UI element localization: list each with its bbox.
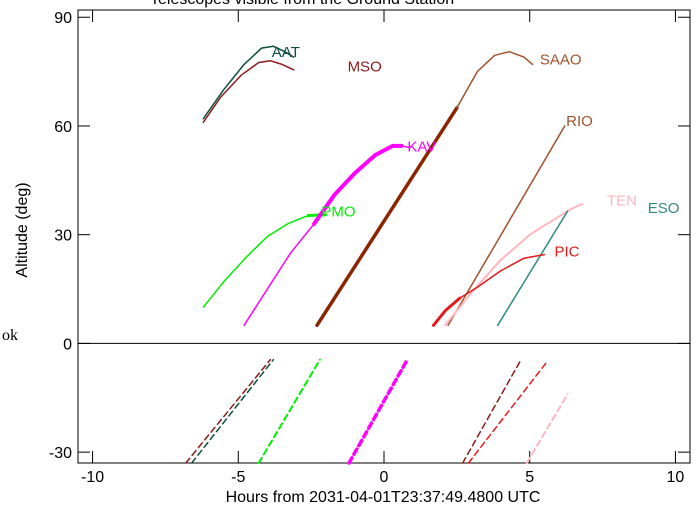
y-tick-label: 30	[54, 228, 72, 245]
chart-title: Telescopes visible from the Ground Stati…	[150, 0, 454, 9]
x-tick-label: 10	[667, 469, 685, 486]
x-tick-label: -5	[231, 469, 245, 486]
series-line	[496, 210, 569, 327]
observatory-label: SAAO	[540, 51, 582, 68]
series-line	[202, 214, 318, 308]
series-line	[347, 357, 410, 465]
plot-frame	[77, 9, 691, 464]
observatory-label: RIO	[566, 113, 593, 130]
series-line	[432, 296, 462, 327]
series-line	[400, 145, 411, 149]
observatory-label: MSO	[348, 59, 382, 76]
x-tick-label: 5	[525, 469, 534, 486]
series-line	[243, 223, 315, 327]
observatory-label: AAT	[272, 44, 300, 61]
observatory-label: PIC	[554, 243, 579, 260]
series-line	[456, 50, 534, 109]
series-line	[190, 358, 275, 464]
series-line	[525, 393, 569, 464]
y-axis-label: Altitude (deg)	[14, 182, 31, 277]
series-line	[444, 202, 584, 327]
y-tick-label: -30	[49, 445, 72, 462]
series-line	[461, 358, 522, 464]
y-tick-label: 60	[54, 119, 72, 136]
y-tick-label: 0	[63, 336, 72, 353]
series-line	[257, 358, 321, 464]
observatory-label: TEN	[607, 193, 637, 210]
series-line	[202, 45, 295, 120]
observatory-label: ESO	[648, 200, 680, 217]
series-line	[459, 253, 546, 299]
y-tick-label: 90	[54, 10, 72, 27]
series-line	[467, 360, 548, 464]
x-tick-label: 0	[380, 469, 389, 486]
observatory-label: KAV	[407, 138, 436, 155]
series-line	[315, 106, 459, 328]
series-line	[447, 125, 566, 327]
series-line	[185, 358, 272, 464]
x-axis-label: Hours from 2031-04-01T23:37:49.4800 UTC	[226, 489, 541, 506]
series-line	[312, 143, 404, 226]
observatory-label: PMO	[321, 204, 355, 221]
side-mark: ok	[2, 327, 18, 344]
series-line	[202, 59, 295, 124]
x-tick-label: -10	[81, 469, 104, 486]
